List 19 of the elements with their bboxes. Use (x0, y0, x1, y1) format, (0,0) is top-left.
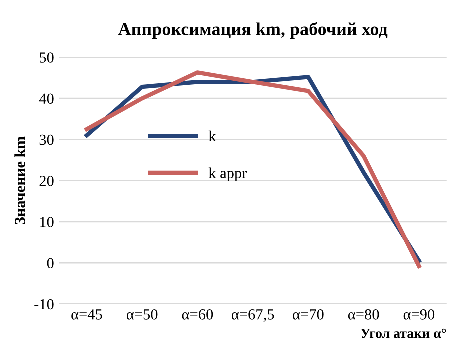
x-tick-label: α=60 (182, 310, 214, 320)
y-tick-label: 50 (40, 52, 54, 63)
y-tick-label: -10 (34, 299, 54, 310)
x-tick-label: α=50 (126, 310, 158, 320)
x-tick-label: α=80 (348, 310, 380, 320)
x-axis-title: Угол атаки α° (360, 328, 446, 338)
y-axis-title: Значение km (14, 136, 26, 224)
legend-label: k appr (208, 168, 248, 182)
y-tick-label: 20 (40, 176, 54, 186)
y-tick-label: 10 (40, 217, 54, 228)
y-tick-label: 40 (39, 94, 54, 104)
x-tick-label: α=45 (72, 310, 102, 320)
y-tick-label: 0 (47, 258, 54, 269)
y-tick-label: 30 (40, 134, 54, 146)
x-tick-label: α=67,5 (232, 310, 274, 322)
legend-label: k (208, 130, 216, 142)
chart-title: Аппроксимация km, рабочий ход (118, 22, 388, 40)
x-tick-label: α=70 (293, 310, 324, 320)
x-tick-label: α=90 (404, 310, 435, 320)
